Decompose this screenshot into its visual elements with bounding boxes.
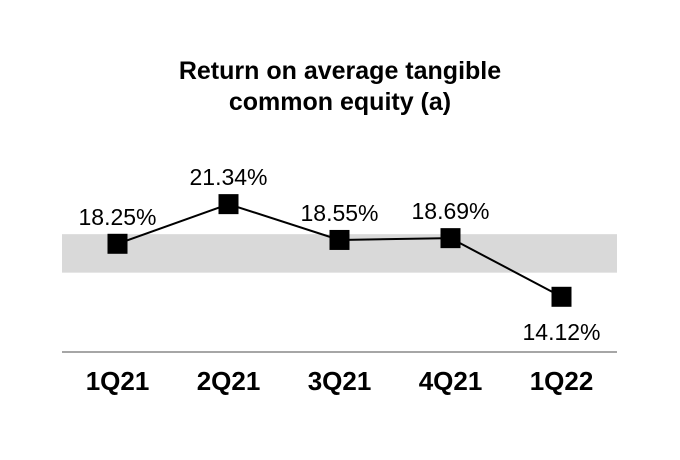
- data-label-3Q21: 18.55%: [300, 200, 378, 226]
- chart-title: Return on average tangible common equity…: [0, 56, 680, 118]
- x-axis-label-3Q21: 3Q21: [308, 366, 372, 396]
- data-point-marker-1Q22: [551, 286, 572, 307]
- x-axis-label-2Q21: 2Q21: [197, 366, 261, 396]
- chart-title-line2: common equity (a): [228, 88, 452, 116]
- x-axis-label-1Q21: 1Q21: [86, 366, 150, 396]
- data-point-marker-1Q21: [107, 233, 128, 254]
- data-point-marker-4Q21: [440, 228, 461, 249]
- data-label-4Q21: 18.69%: [411, 198, 489, 224]
- data-point-marker-3Q21: [329, 229, 350, 250]
- x-axis-label-1Q22: 1Q22: [530, 366, 594, 396]
- data-label-2Q21: 21.34%: [189, 164, 267, 190]
- data-point-marker-2Q21: [218, 194, 239, 215]
- chart-title-line1: Return on average tangible: [178, 57, 502, 85]
- data-label-1Q22: 14.12%: [522, 319, 600, 345]
- x-axis-label-4Q21: 4Q21: [419, 366, 483, 396]
- data-label-1Q21: 18.25%: [78, 204, 156, 230]
